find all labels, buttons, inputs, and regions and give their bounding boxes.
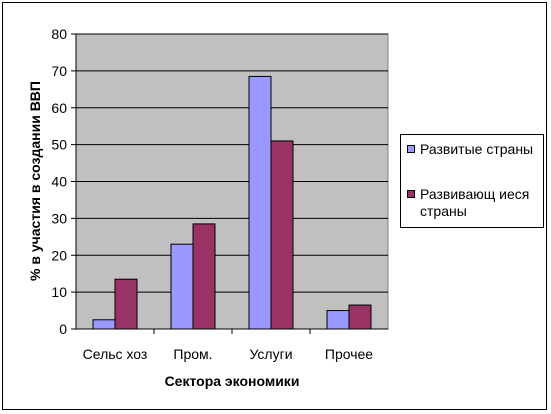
y-tick-label: 40 (51, 174, 67, 190)
y-tick-label: 30 (51, 210, 67, 226)
x-tick-label: Пром. (173, 346, 212, 362)
y-tick-label: 0 (59, 321, 67, 337)
bar-developed (92, 319, 116, 330)
y-tick-label: 80 (51, 26, 67, 42)
legend-item-series-1: Развивающ иеся страны (407, 186, 535, 220)
bar-developed (326, 310, 350, 330)
bar-developed (248, 75, 272, 330)
legend-item-series-0: Развитые страны (407, 141, 535, 158)
bar-developing (114, 278, 138, 330)
legend-swatch-developed (407, 145, 415, 153)
legend-label-developing: Развивающ иеся страны (420, 186, 530, 219)
bar-developing (348, 304, 372, 330)
y-tick-label: 60 (51, 100, 67, 116)
x-tick-label: Прочее (325, 346, 373, 362)
legend-label-developed: Развитые страны (420, 141, 534, 157)
x-tick-label: Услуги (249, 346, 292, 362)
y-axis-title: % в участия в создании ВВП (27, 81, 43, 281)
legend-swatch-developing (407, 190, 415, 198)
bar-chart: 0 10 20 30 40 50 60 70 80 Сельс хоз Пром. Услуги Про… (27, 26, 389, 389)
legend: Развитые страны Развивающ иеся страны (400, 134, 544, 228)
y-tick-label: 10 (51, 284, 67, 300)
x-axis-title: Сектора экономики (165, 373, 300, 389)
axes: 0 10 20 30 40 50 60 70 80 Сельс хоз Пром. Услуги Про… (51, 26, 388, 362)
bar-developed (170, 243, 194, 330)
bar-developing (192, 223, 216, 330)
y-tick-label: 70 (51, 63, 67, 79)
x-tick-label: Сельс хоз (83, 346, 148, 362)
bar-developing (270, 140, 294, 330)
y-tick-label: 20 (51, 247, 67, 263)
chart-frame: 0 10 20 30 40 50 60 70 80 Сельс хоз Пром. Услуги Про… (2, 2, 547, 410)
y-tick-label: 50 (51, 137, 67, 153)
